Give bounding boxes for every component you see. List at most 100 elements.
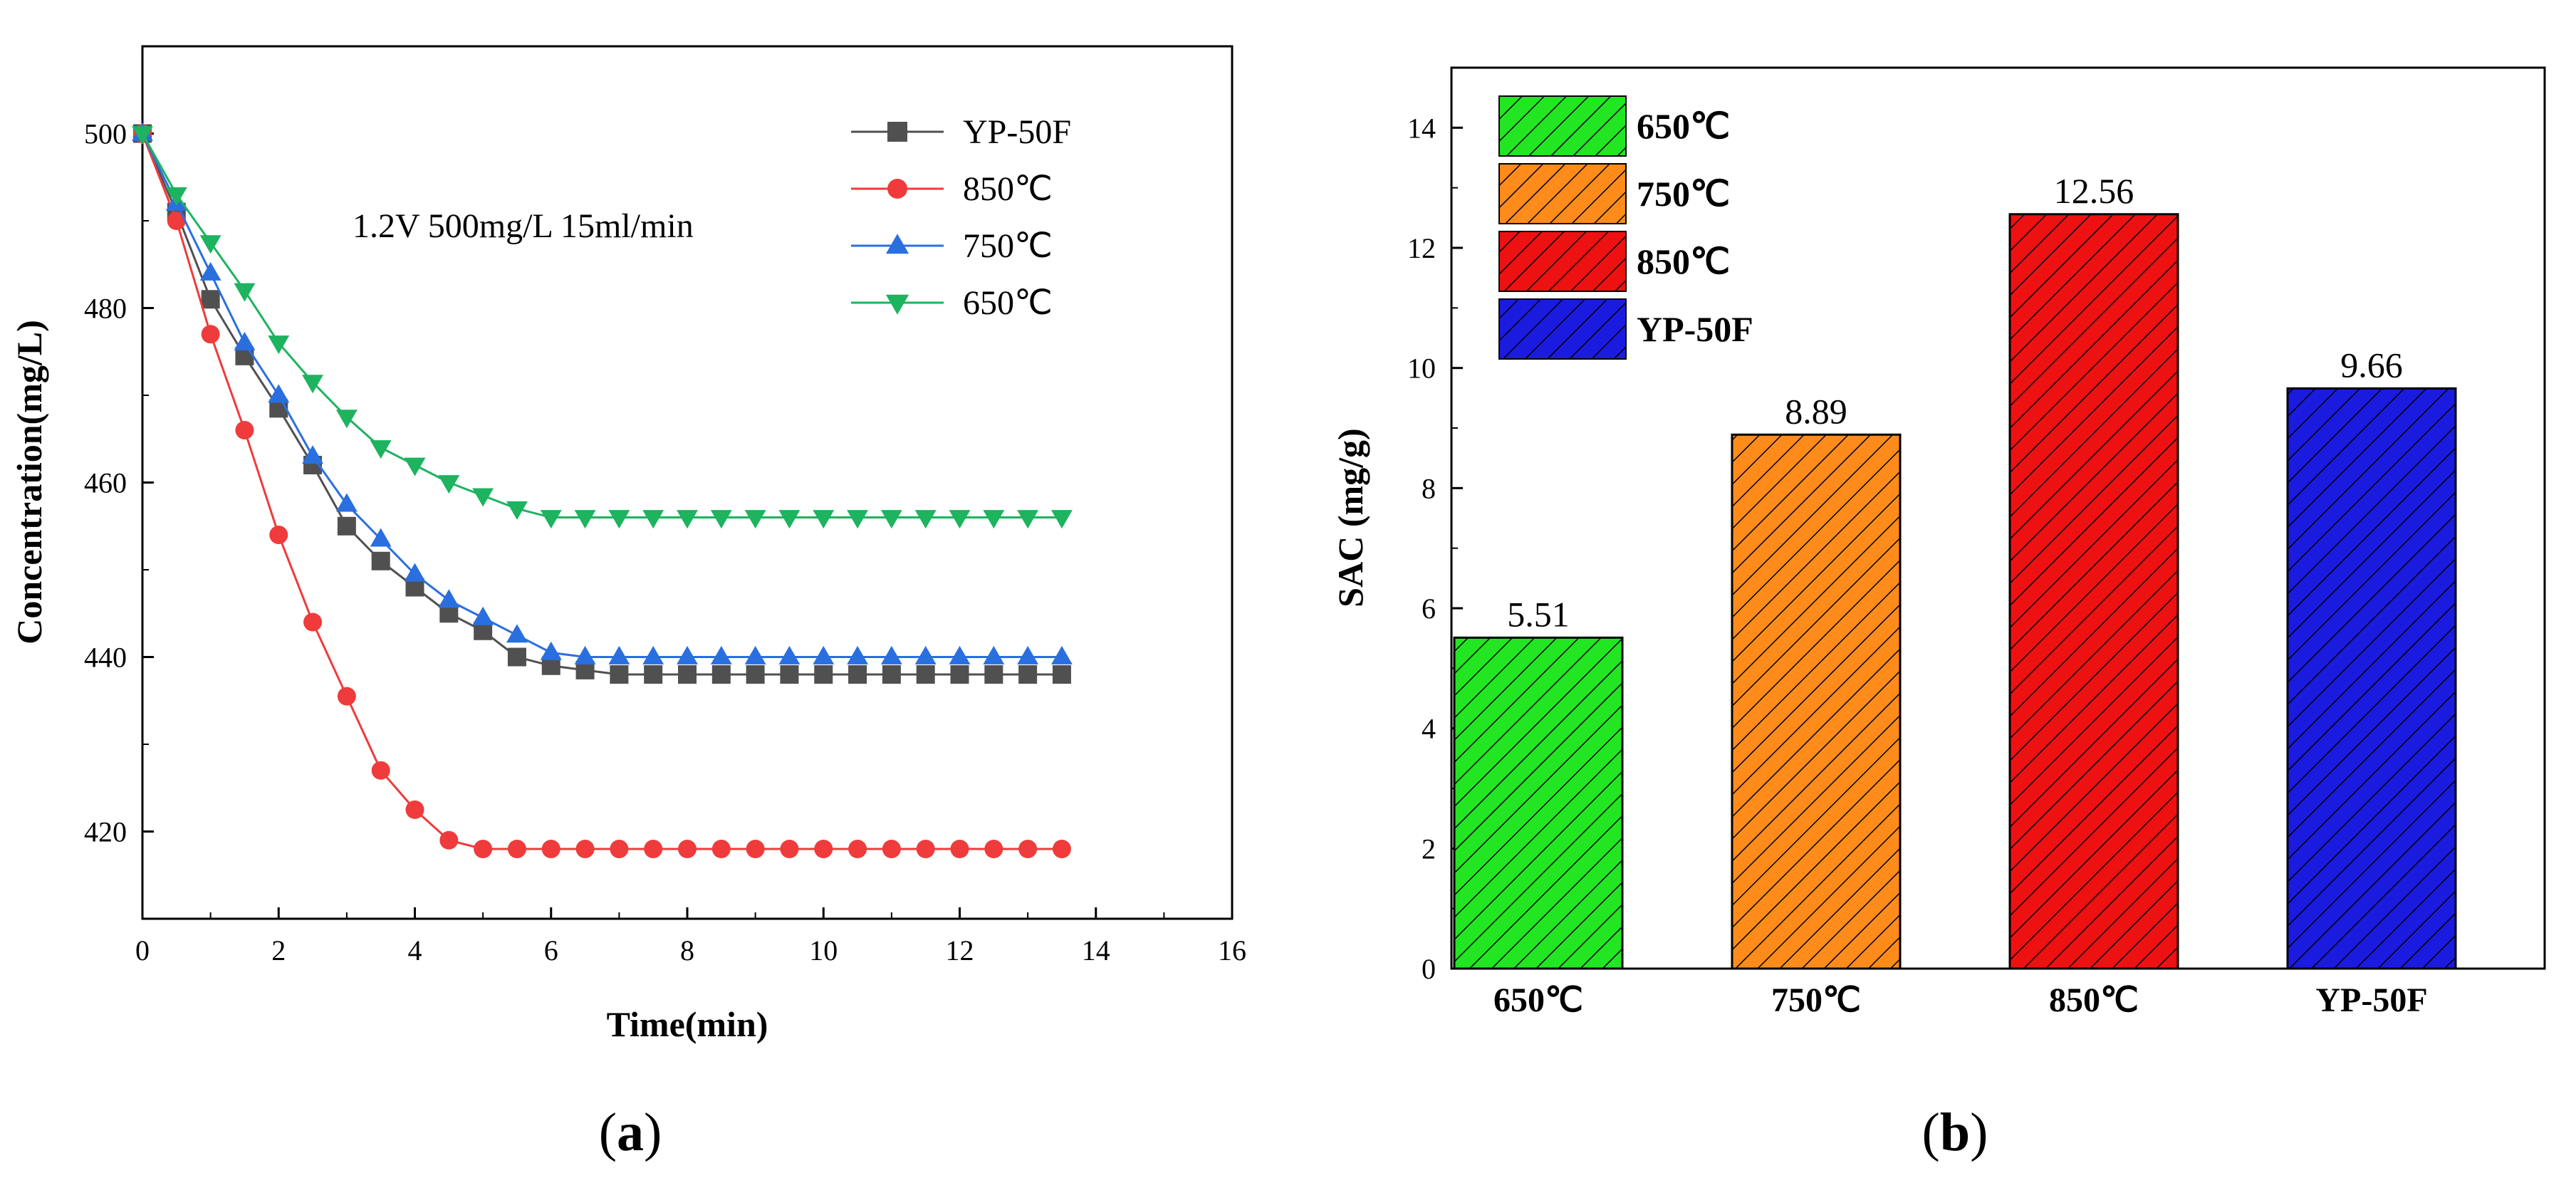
series-750℃ — [132, 122, 1073, 664]
legend-swatch-hatch — [1498, 163, 1627, 224]
data-point — [983, 645, 1005, 664]
data-point — [778, 510, 801, 529]
legend-marker — [885, 234, 909, 254]
data-point — [642, 510, 664, 529]
y-tick-label-a: 420 — [84, 816, 127, 848]
data-point — [848, 665, 867, 684]
data-point — [540, 641, 562, 660]
data-point — [914, 645, 937, 664]
bar-group-650℃: 5.51 — [1453, 594, 1624, 970]
data-point — [371, 551, 390, 570]
bar-hatch — [1731, 433, 1902, 970]
data-point — [132, 126, 153, 145]
data-point — [813, 645, 835, 664]
data-point — [984, 840, 1003, 858]
x-tick-label-a: 16 — [1218, 934, 1246, 966]
data-point — [507, 840, 526, 858]
legend-swatch-hatch — [1498, 95, 1627, 157]
legend-swatch-hatch — [1498, 231, 1627, 292]
data-point — [1052, 665, 1071, 684]
data-point — [746, 840, 765, 858]
data-point — [848, 840, 867, 858]
panel-label-b: (b) — [1922, 1103, 1988, 1162]
data-point — [950, 840, 969, 858]
data-point — [201, 325, 220, 344]
data-point — [575, 840, 595, 858]
data-point — [268, 384, 290, 403]
bar-value-label: 9.66 — [2340, 345, 2403, 385]
bar-hatch — [2008, 213, 2179, 970]
data-point — [711, 840, 731, 858]
data-point — [268, 335, 290, 355]
data-point — [1017, 510, 1039, 529]
y-tick-label-b: 10 — [1407, 353, 1436, 385]
data-point — [337, 516, 356, 536]
data-point — [608, 510, 630, 529]
data-point — [405, 800, 424, 819]
data-point — [744, 510, 766, 529]
data-point — [506, 501, 528, 520]
data-point — [813, 510, 835, 529]
legend-marker — [885, 294, 909, 315]
data-point — [337, 687, 356, 706]
data-point — [234, 331, 256, 350]
legend-label: 850℃ — [1637, 241, 1730, 281]
legend-marker — [887, 179, 907, 199]
data-point — [677, 645, 698, 664]
data-point — [916, 665, 935, 684]
data-point — [1017, 645, 1039, 664]
bar-chart-sac: 0 2 4 6 8 10 12 14 650℃ 750℃ 850℃ YP-50F 5.51 8.89 12… — [1330, 66, 2546, 1019]
data-point — [335, 493, 358, 512]
data-point — [880, 510, 902, 529]
data-point — [507, 647, 526, 667]
data-point — [882, 665, 901, 684]
data-point — [814, 665, 833, 684]
data-point — [949, 645, 971, 664]
x-tick-label-a: 10 — [809, 934, 838, 966]
x-tick-label-a: 4 — [408, 934, 422, 966]
data-point — [199, 235, 221, 254]
y-axis-title-b: SAC (mg/g) — [1330, 428, 1370, 607]
x-axis-title-a: Time(min) — [607, 1004, 768, 1044]
y-tick-label-a: 500 — [84, 118, 127, 150]
y-tick-label-a: 440 — [84, 642, 127, 674]
legend-label: 650℃ — [1637, 106, 1730, 146]
y-tick-label-b: 6 — [1422, 593, 1436, 625]
bar-group-750℃: 8.89 — [1731, 391, 1902, 970]
panel-label-a: (a) — [599, 1103, 662, 1162]
data-point — [746, 665, 765, 684]
data-point — [235, 421, 254, 439]
series-850℃ — [133, 124, 1071, 858]
x-tick-label-a: 12 — [946, 934, 974, 966]
legend-label: 650℃ — [963, 284, 1053, 322]
data-point — [541, 840, 560, 858]
series-line — [141, 132, 1062, 676]
legend-b: 650℃ 750℃ 850℃ YP-50F — [1498, 95, 1753, 360]
legend-marker — [887, 122, 907, 142]
y-tick-label-b: 2 — [1422, 833, 1436, 865]
y-tick-label-b: 4 — [1422, 713, 1436, 745]
line-chart-concentration: 0 2 4 6 8 10 12 14 16 420 440 460 480 500 1.2V 500mg/… — [9, 45, 1246, 1044]
data-point — [880, 645, 902, 664]
plot-frame-b — [1450, 66, 2546, 970]
experiment-conditions-annotation: 1.2V 500mg/L 15ml/min — [353, 207, 694, 245]
bar-value-label: 5.51 — [1507, 594, 1570, 634]
data-point — [780, 840, 799, 858]
legend-label: 850℃ — [963, 170, 1053, 208]
data-point — [778, 645, 801, 664]
data-point — [506, 624, 528, 643]
x-tick-label-b: YP-50F — [2315, 981, 2427, 1019]
data-point — [916, 840, 935, 858]
y-tick-label-a: 460 — [84, 467, 127, 499]
bar-hatch — [1453, 636, 1624, 970]
data-point — [438, 589, 460, 608]
data-point — [711, 665, 731, 684]
data-point — [371, 761, 390, 780]
bar-value-label: 12.56 — [2054, 171, 2134, 211]
data-point — [710, 645, 732, 664]
data-point — [540, 510, 562, 529]
data-point — [269, 526, 288, 544]
data-point — [644, 840, 663, 858]
data-point — [983, 510, 1005, 529]
